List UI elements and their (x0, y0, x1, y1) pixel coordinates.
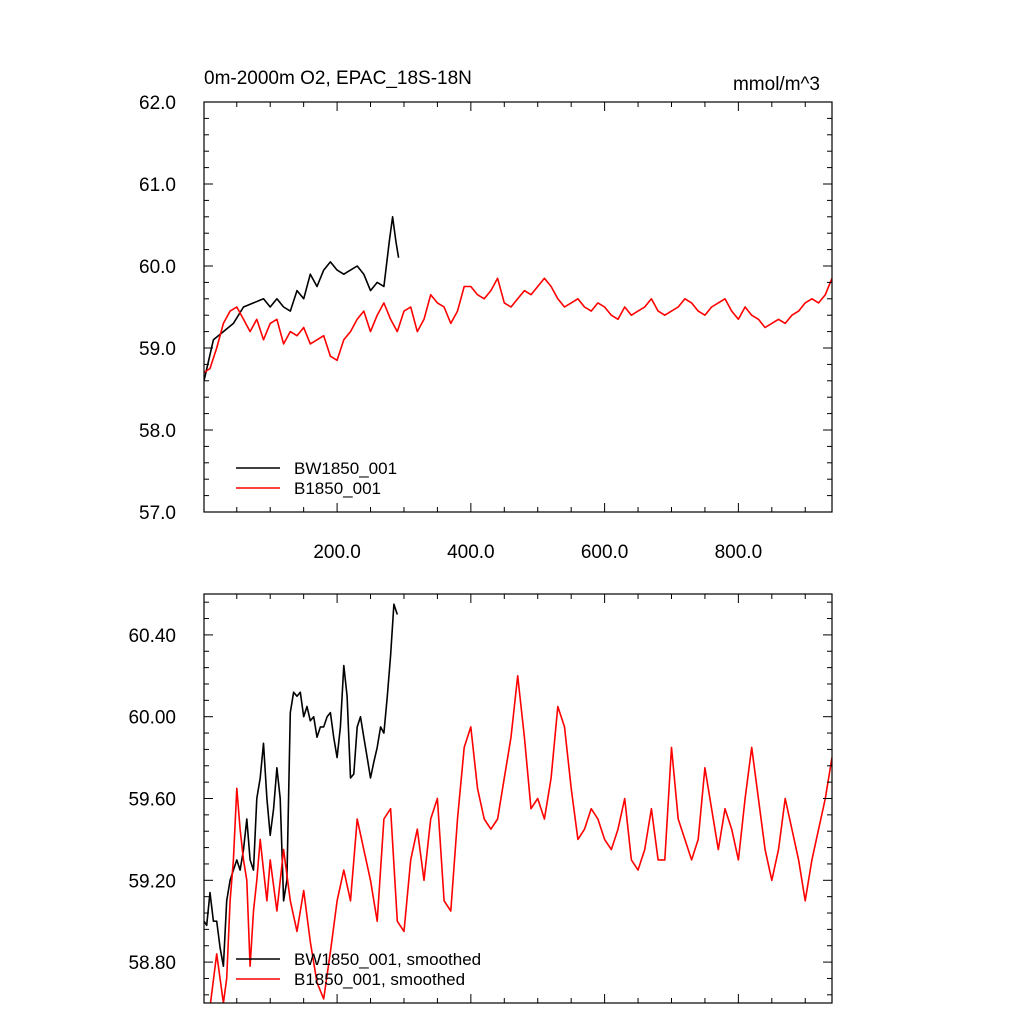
x-tick-label: 600.0 (581, 542, 629, 563)
top-series-line-1 (204, 277, 832, 374)
top-series-line-0 (204, 216, 400, 381)
units-label: mmol/m^3 (733, 74, 820, 95)
chart-title: 0m-2000m O2, EPAC_18S-18N (204, 68, 472, 89)
y-tick-label: 60.0 (139, 257, 176, 278)
y-tick-label: 60.00 (128, 708, 176, 729)
y-tick-label: 58.0 (139, 421, 176, 442)
y-tick-label: 57.0 (139, 503, 176, 524)
bottom-legend-label-1: B1850_001, smoothed (294, 970, 465, 989)
x-tick-label: 200.0 (313, 542, 361, 563)
bottom-series-line-1 (204, 675, 832, 1003)
top-legend-label-0: BW1850_001 (294, 459, 397, 478)
y-tick-label: 59.20 (128, 871, 176, 892)
y-tick-label: 59.0 (139, 339, 176, 360)
y-tick-label: 62.0 (139, 93, 176, 114)
y-tick-label: 59.60 (128, 790, 176, 811)
top-panel: 0m-2000m O2, EPAC_18S-18N mmol/m^3 200.0… (139, 68, 833, 563)
top-legend-label-1: B1850_001 (294, 479, 381, 498)
top-plot-frame (203, 101, 833, 513)
bottom-panel: 58.80 59.20 59.60 60.00 60.40 BW1850_001, smo… (128, 593, 833, 1004)
y-tick-label: 58.80 (128, 953, 176, 974)
y-tick-label: 61.0 (139, 175, 176, 196)
bottom-series-line-0 (204, 603, 399, 967)
x-tick-label: 800.0 (715, 542, 763, 563)
bottom-legend-label-0: BW1850_001, smoothed (294, 950, 481, 969)
y-tick-label: 60.40 (128, 626, 176, 647)
x-tick-label: 400.0 (447, 542, 495, 563)
